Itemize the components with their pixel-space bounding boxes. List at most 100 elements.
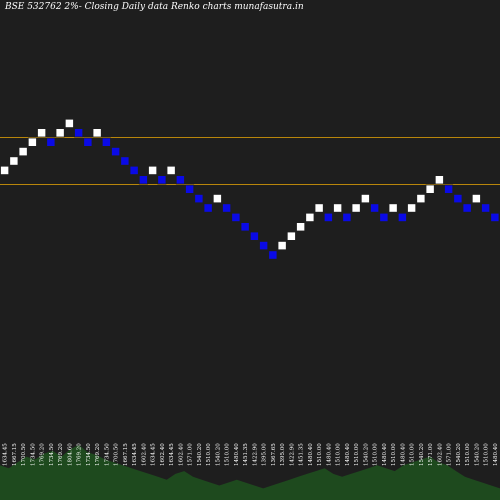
down-brick — [249, 231, 259, 241]
up-brick — [388, 203, 398, 213]
down-brick — [129, 165, 139, 175]
price-label: 1769.20 — [95, 443, 101, 466]
price-label: 1480.40 — [308, 443, 314, 466]
down-brick — [462, 203, 472, 213]
price-label: 1540.20 — [215, 443, 221, 466]
price-label: 1540.20 — [419, 443, 425, 466]
price-label: 1510.00 — [465, 443, 471, 466]
down-brick — [490, 212, 500, 222]
down-brick — [259, 240, 269, 251]
price-label: 1804.60 — [67, 443, 73, 466]
up-brick — [314, 203, 324, 213]
price-label: 1540.20 — [197, 443, 203, 466]
up-brick — [148, 165, 158, 175]
price-label: 1602.40 — [178, 443, 184, 466]
down-brick — [370, 203, 380, 213]
price-label: 1540.20 — [474, 443, 480, 466]
up-brick — [37, 128, 47, 138]
price-label: 1480.40 — [382, 443, 388, 466]
price-label: 1510.00 — [354, 443, 360, 466]
price-label: 1510.00 — [391, 443, 397, 466]
price-label: 1700.50 — [114, 443, 120, 466]
price-label: 1634.45 — [169, 443, 175, 466]
price-label: 1367.65 — [271, 443, 277, 466]
down-brick — [444, 184, 454, 194]
down-brick — [74, 128, 84, 138]
down-brick — [397, 212, 407, 222]
price-label: 1510.00 — [317, 443, 323, 466]
up-brick — [55, 128, 65, 138]
chart-title: BSE 532762 2%- Closing Daily data Renko … — [5, 2, 304, 12]
price-label: 1634.45 — [151, 443, 157, 466]
down-brick — [111, 146, 121, 157]
up-brick — [92, 128, 102, 138]
price-label: 1734.50 — [86, 443, 92, 466]
price-label: 1451.35 — [243, 443, 249, 466]
price-label: 1480.40 — [326, 443, 332, 466]
price-label: 1422.90 — [289, 443, 295, 466]
up-brick — [351, 203, 361, 213]
price-labels-layer: 1634.45 1667.15 1700.50 1734.50 1769.20 1734.… — [3, 443, 499, 466]
down-brick — [240, 222, 250, 232]
down-brick — [46, 137, 56, 147]
price-label: 1602.40 — [437, 443, 443, 466]
price-label: 1769.20 — [58, 443, 64, 466]
up-brick — [434, 175, 444, 185]
up-brick — [166, 165, 176, 175]
price-label: 1395.00 — [280, 443, 286, 466]
down-brick — [157, 175, 167, 185]
up-brick — [277, 240, 287, 251]
level-lines-layer — [0, 137, 500, 185]
up-brick — [416, 193, 426, 204]
down-brick — [83, 137, 93, 147]
price-label: 1769.20 — [77, 443, 83, 466]
price-label: 1480.40 — [400, 443, 406, 466]
down-brick — [342, 212, 352, 222]
down-brick — [185, 184, 195, 194]
up-brick — [27, 137, 37, 147]
down-brick — [138, 175, 148, 185]
price-label: 1480.40 — [493, 443, 499, 466]
up-brick — [305, 212, 315, 222]
down-brick — [203, 203, 213, 213]
price-label: 1510.00 — [373, 443, 379, 466]
price-label: 1667.15 — [123, 443, 129, 466]
volume-area-layer — [0, 445, 500, 500]
price-label: 1734.50 — [30, 443, 36, 466]
down-brick — [194, 193, 204, 204]
down-brick — [453, 193, 463, 204]
price-label: 1480.40 — [234, 443, 240, 466]
price-label: 1571.00 — [447, 443, 453, 466]
price-label: 1540.20 — [363, 443, 369, 466]
up-brick — [407, 203, 417, 213]
down-brick — [323, 212, 333, 222]
down-brick — [120, 156, 130, 166]
down-brick — [175, 175, 185, 185]
price-label: 1571.00 — [428, 443, 434, 466]
down-brick — [268, 250, 278, 260]
price-label: 1510.00 — [484, 443, 490, 466]
down-brick — [481, 203, 491, 213]
price-label: 1700.50 — [21, 443, 27, 466]
down-brick — [101, 137, 111, 147]
price-label: 1602.40 — [160, 443, 166, 466]
price-label: 1510.00 — [225, 443, 231, 466]
up-brick — [296, 222, 306, 232]
price-label: 1602.40 — [141, 443, 147, 466]
up-brick — [471, 193, 481, 204]
price-label: 1634.45 — [132, 443, 138, 466]
volume-area — [0, 445, 500, 500]
price-label: 1734.50 — [104, 443, 110, 466]
price-label: 1734.50 — [49, 443, 55, 466]
price-label: 1451.35 — [299, 443, 305, 466]
price-label: 1667.15 — [12, 443, 18, 466]
price-label: 1395.00 — [262, 443, 268, 466]
up-brick — [360, 193, 370, 204]
down-brick — [379, 212, 389, 222]
up-brick — [425, 184, 435, 194]
price-label: 1510.00 — [410, 443, 416, 466]
renko-bricks-layer — [0, 118, 500, 260]
price-label: 1571.00 — [188, 443, 194, 466]
